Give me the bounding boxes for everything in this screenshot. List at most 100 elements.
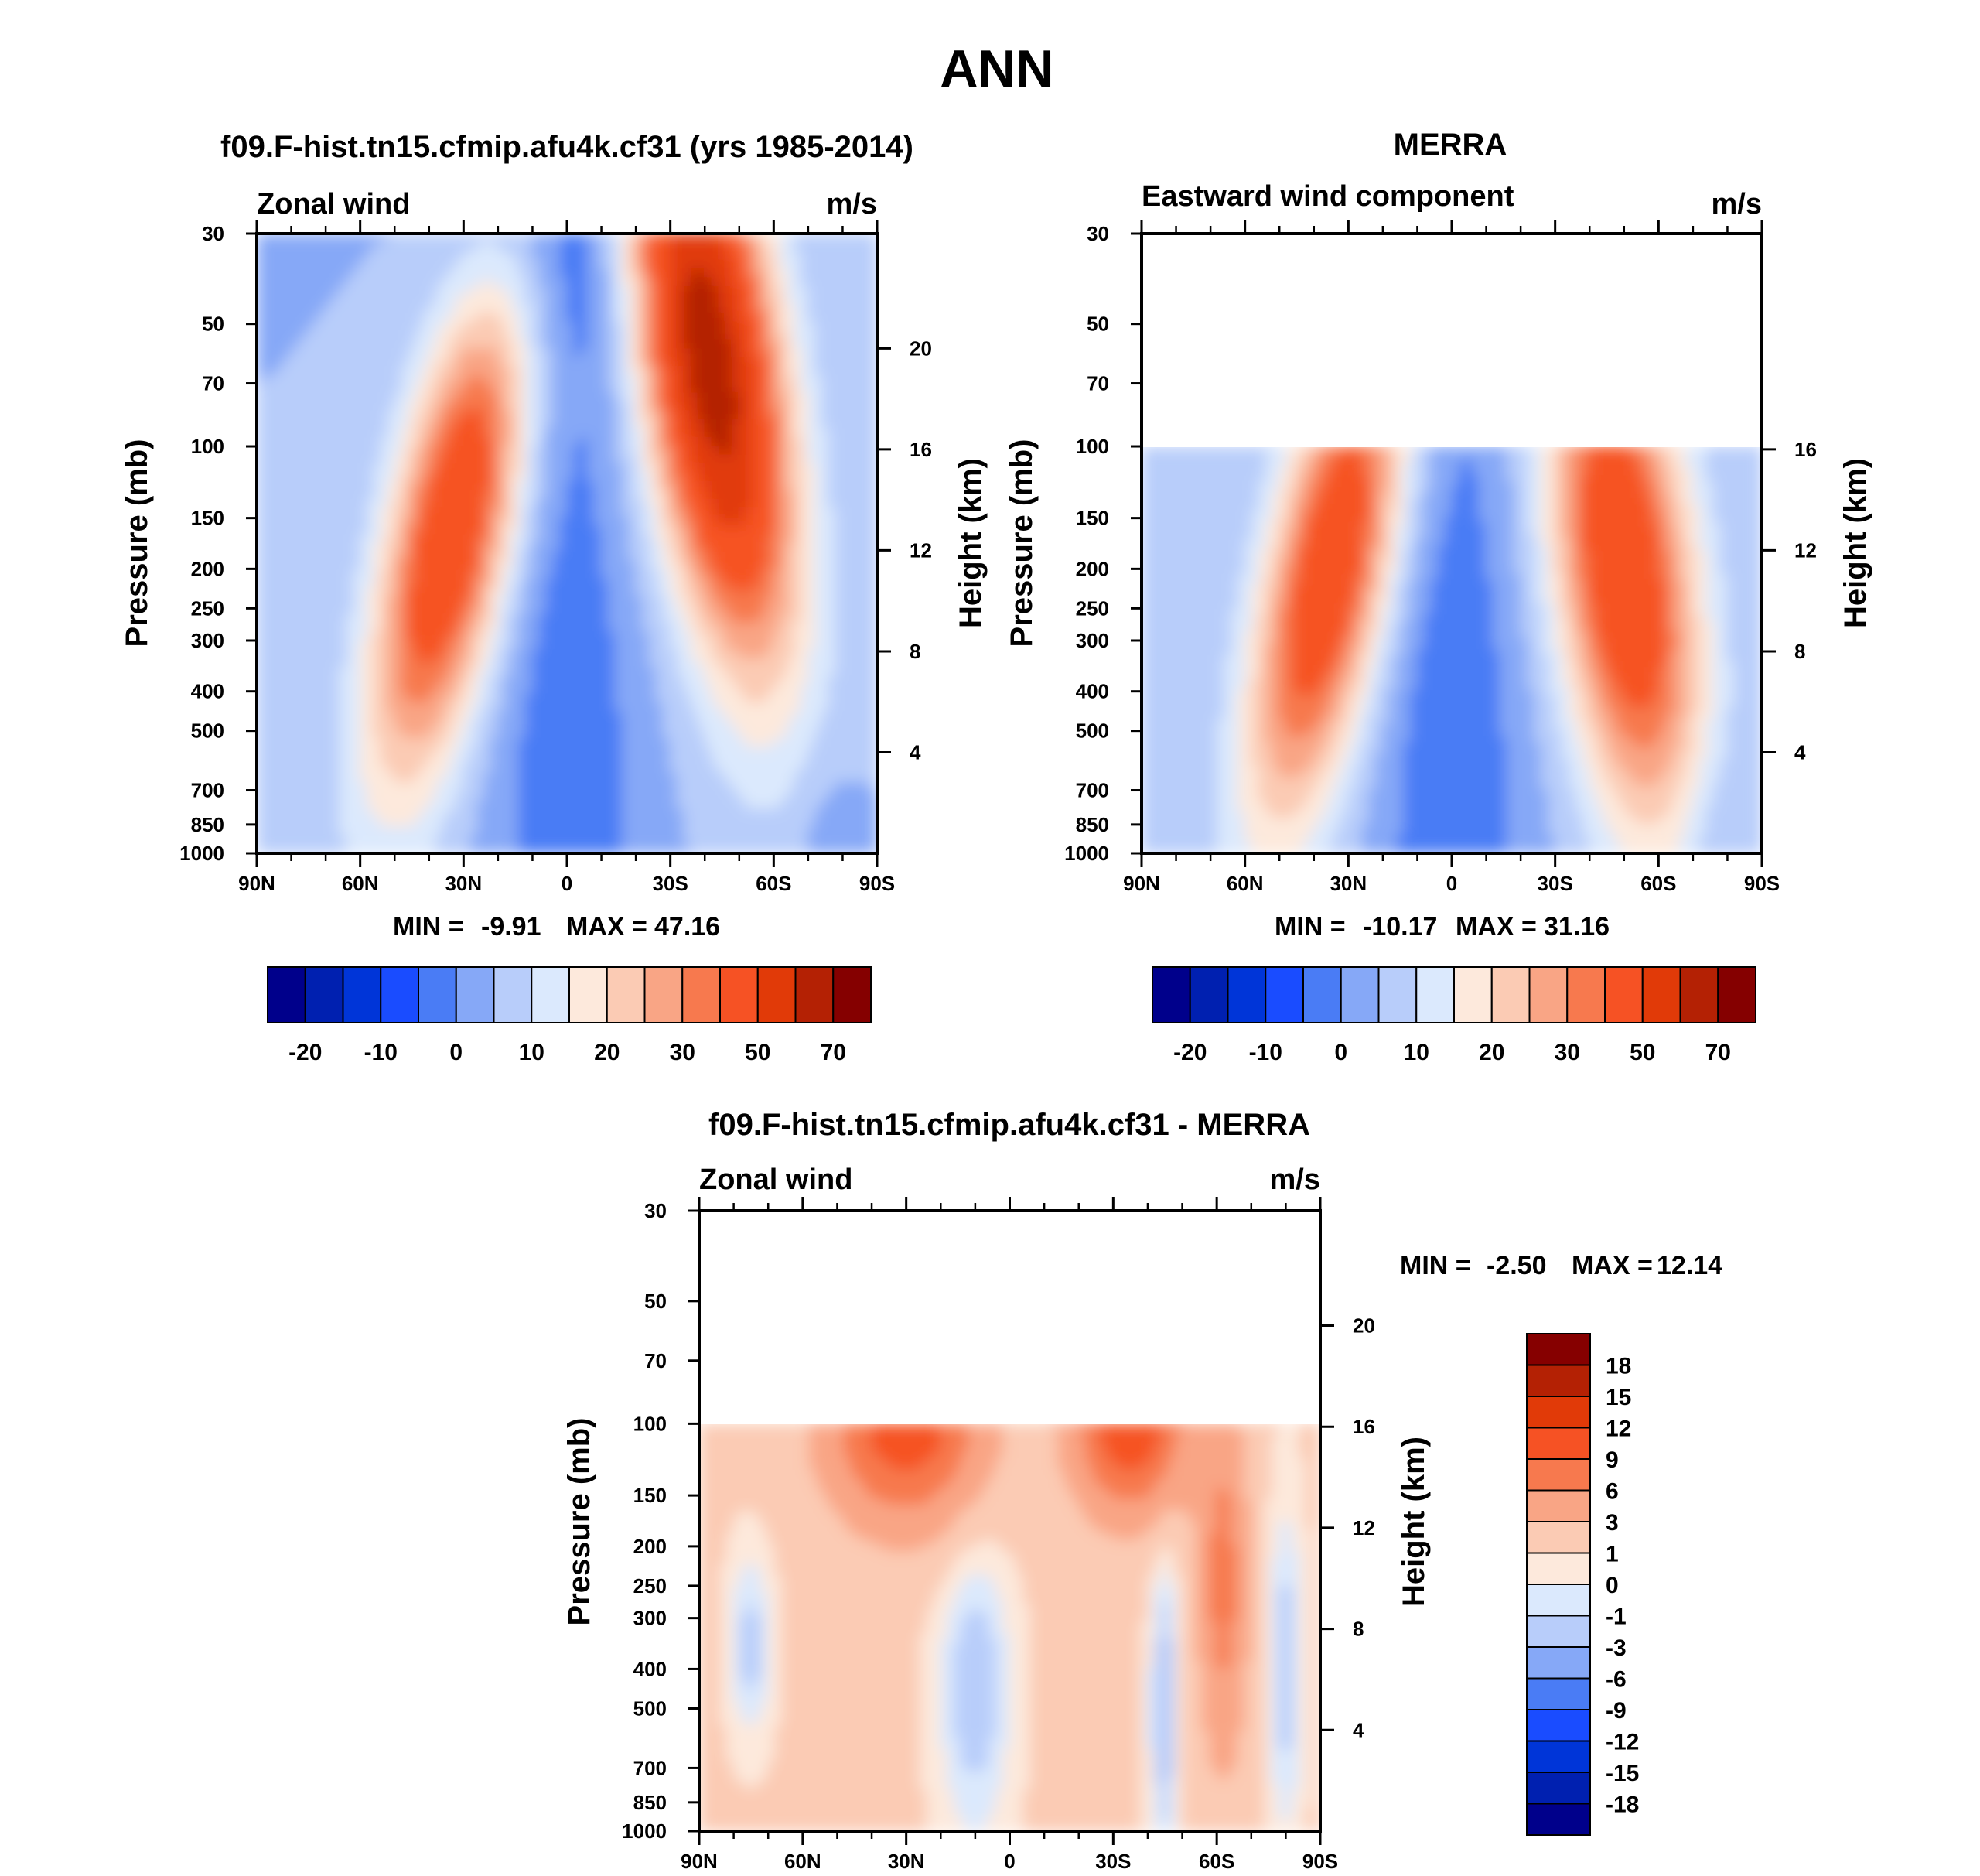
y-tick-label: 700 <box>633 1756 667 1779</box>
colorbar-label: 20 <box>594 1040 620 1065</box>
panel-difference-axes: 90N 60N 30N 0 30S 60S 90S 30 50 70 100 150 200 250 300… <box>622 1197 1375 1873</box>
panel-difference-title: f09.F-hist.tn15.cfmip.afu4k.cf31 - MERRA <box>708 1108 1310 1142</box>
colorbar-label: 0 <box>1606 1573 1619 1598</box>
colorbar-box <box>1526 1521 1591 1554</box>
panel-obs-left-label: Eastward wind component <box>1142 180 1514 213</box>
y-right-tick-label: 4 <box>910 740 921 764</box>
panel-model-ylabel-right: Height (km) <box>954 458 988 628</box>
colorbar-box <box>1526 1803 1591 1836</box>
panel-model-max-value: 47.16 <box>654 912 720 941</box>
colorbar-box <box>1526 1677 1591 1710</box>
y-tick-label: 850 <box>633 1791 667 1814</box>
y-tick-label: 700 <box>1076 779 1109 802</box>
colorbar-box <box>455 966 495 1023</box>
colorbar-label: 20 <box>1479 1040 1504 1065</box>
panel-model-contours <box>257 234 877 853</box>
y-right-tick-label: 16 <box>1353 1415 1375 1438</box>
y-right-tick-label: 4 <box>1353 1718 1364 1741</box>
colorbar-box <box>1526 1615 1591 1648</box>
x-tick-label: 60S <box>1199 1850 1234 1873</box>
panel-obs-max-label: MAX = <box>1456 912 1537 941</box>
y-tick-label: 1000 <box>1064 842 1109 865</box>
y-right-tick-label: 20 <box>1353 1314 1375 1338</box>
panel-model-minmax: MIN = -9.91 MAX = 47.16 <box>393 912 720 941</box>
panel-model-axes: 90N 60N 30N 0 30S 60S 90S 30 50 70 100 150 200 250 300… <box>179 220 932 895</box>
panel-obs-min-value: -10.17 <box>1363 912 1437 941</box>
y-tick-label: 250 <box>633 1574 667 1598</box>
colorbar-label: -20 <box>288 1040 322 1065</box>
colorbar-box <box>304 966 344 1023</box>
x-tick-label: 60N <box>342 872 379 895</box>
y-tick-label: 850 <box>1076 813 1109 836</box>
colorbar-box <box>1526 1396 1591 1429</box>
colorbar-box <box>1415 966 1455 1023</box>
colorbar-box <box>531 966 570 1023</box>
colorbar-label: 50 <box>1630 1040 1655 1065</box>
panel-model-colorbar: -20 -10 0 10 20 30 50 70 <box>267 966 872 1065</box>
colorbar-label: -6 <box>1606 1667 1627 1693</box>
panel-obs-minmax: MIN = -10.17 MAX = 31.16 <box>1275 912 1610 941</box>
panel-difference-unit-label: m/s <box>1270 1164 1320 1196</box>
colorbar-box <box>1526 1646 1591 1680</box>
colorbar-label: -18 <box>1606 1792 1639 1818</box>
panel-obs-colorbar: -20 -10 0 10 20 30 50 70 <box>1152 966 1756 1065</box>
figure-title: ANN <box>940 39 1053 98</box>
panel-difference-max-label: MAX = <box>1572 1251 1653 1280</box>
colorbar-box <box>1526 1772 1591 1805</box>
colorbar-label: -15 <box>1606 1761 1639 1786</box>
x-tick-label: 30S <box>1095 1850 1131 1873</box>
colorbar-box <box>606 966 646 1023</box>
panel-model-left-label: Zonal wind <box>257 188 410 220</box>
colorbar-box <box>1528 966 1569 1023</box>
y-tick-label: 300 <box>1076 629 1109 652</box>
colorbar-label: 70 <box>821 1040 846 1065</box>
colorbar-box <box>418 966 457 1023</box>
y-tick-label: 70 <box>1087 372 1109 395</box>
colorbar-label: 12 <box>1606 1416 1631 1442</box>
y-tick-label: 100 <box>633 1412 667 1435</box>
colorbar-box <box>1377 966 1418 1023</box>
y-right-tick-label: 8 <box>910 640 920 663</box>
panel-obs-ylabel: Pressure (mb) <box>1005 439 1039 648</box>
panel-difference-left-label: Zonal wind <box>699 1164 852 1196</box>
panel-difference-ylabel-right: Height (km) <box>1397 1437 1431 1607</box>
colorbar-box <box>1526 1458 1591 1492</box>
x-tick-label: 60N <box>784 1850 821 1873</box>
panel-model: f09.F-hist.tn15.cfmip.afu4k.cf31 (yrs 19… <box>120 130 988 1065</box>
panel-model-unit-label: m/s <box>827 188 877 220</box>
panel-difference-max-value: 12.14 <box>1657 1251 1722 1280</box>
colorbar-box <box>1526 1364 1591 1397</box>
x-tick-label: 30N <box>888 1850 925 1873</box>
x-tick-label: 30S <box>1538 872 1573 895</box>
y-tick-label: 30 <box>644 1199 667 1222</box>
x-tick-label: 30N <box>1330 872 1367 895</box>
x-tick-label: 0 <box>562 872 572 895</box>
colorbar-label: 10 <box>519 1040 544 1065</box>
panel-model-ylabel: Pressure (mb) <box>120 439 154 648</box>
panel-obs-field <box>1142 447 1762 853</box>
colorbar-box <box>1152 966 1191 1023</box>
colorbar-label: 10 <box>1404 1040 1429 1065</box>
y-tick-label: 1000 <box>179 842 224 865</box>
y-tick-label: 850 <box>191 813 224 836</box>
panel-obs: MERRA Eastward wind component m/s 90N 60N… <box>1005 128 1872 1065</box>
x-tick-label: 30S <box>653 872 688 895</box>
panel-difference-contours <box>699 1424 1320 1831</box>
x-tick-label: 90N <box>238 872 275 895</box>
colorbar-label: 30 <box>1555 1040 1580 1065</box>
panel-obs-max-value: 31.16 <box>1544 912 1610 941</box>
colorbar-box <box>1526 1333 1591 1366</box>
y-tick-label: 30 <box>1087 222 1109 245</box>
y-right-tick-label: 20 <box>910 337 932 360</box>
x-tick-label: 90S <box>859 872 895 895</box>
colorbar-box <box>1566 966 1606 1023</box>
colorbar-label: 15 <box>1606 1385 1631 1410</box>
y-tick-label: 50 <box>1087 313 1109 336</box>
colorbar-box <box>1526 1584 1591 1617</box>
colorbar-label: 6 <box>1606 1479 1619 1505</box>
y-right-tick-label: 16 <box>910 438 932 461</box>
colorbar-label: 3 <box>1606 1510 1619 1536</box>
colorbar-label: -10 <box>364 1040 398 1065</box>
panel-model-min-label: MIN = <box>393 912 464 941</box>
